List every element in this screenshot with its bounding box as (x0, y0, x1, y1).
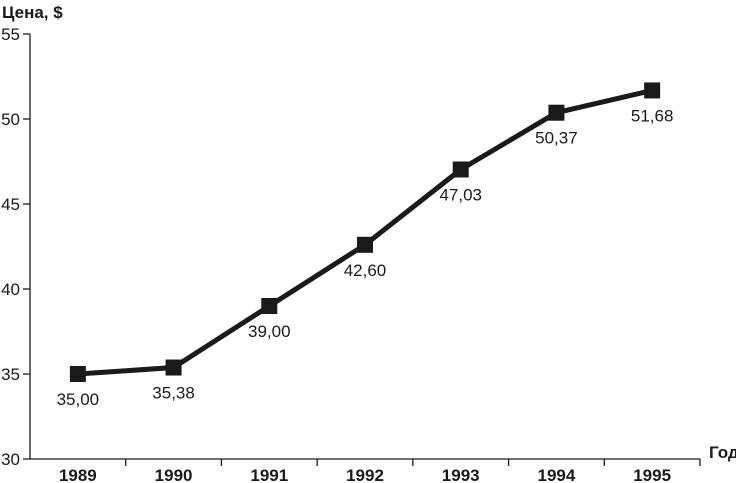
data-point-marker (644, 82, 661, 99)
y-tick-label: 45 (1, 195, 20, 214)
y-axis-title: Цена, $ (2, 3, 63, 22)
x-tick-label: 1991 (250, 466, 288, 483)
data-label: 47,03 (439, 185, 482, 204)
x-ticks: 1989 1990 1991 1992 1993 1994 1995 (59, 459, 701, 483)
x-tick-label: 1995 (633, 466, 671, 483)
plot-area: 35,00 35,38 39,00 42,60 47,03 50,37 51,68 (57, 82, 674, 409)
data-point-marker (165, 359, 182, 376)
y-axis: 30 35 40 45 50 55 Цена, $ (1, 3, 63, 469)
y-tick-label: 55 (1, 25, 20, 44)
x-tick-label: 1992 (346, 466, 384, 483)
y-ticks: 30 35 40 45 50 55 (1, 25, 30, 469)
data-label: 51,68 (631, 106, 674, 125)
y-tick-label: 35 (1, 365, 20, 384)
data-label: 35,00 (57, 390, 100, 409)
y-tick-label: 40 (1, 280, 20, 299)
data-point-marker (69, 366, 86, 382)
data-label: 42,60 (344, 261, 387, 280)
data-point-marker (261, 298, 278, 314)
x-tick-label: 1994 (538, 466, 576, 483)
data-point-marker (452, 161, 469, 178)
x-tick-label: 1990 (155, 466, 193, 483)
x-tick-label: 1993 (442, 466, 480, 483)
data-point-marker (548, 104, 565, 121)
data-label: 39,00 (248, 322, 291, 341)
data-point-marker (357, 236, 373, 253)
x-axis-title: Год (709, 443, 736, 462)
data-label: 35,38 (152, 384, 195, 403)
x-tick-label: 1989 (59, 466, 97, 483)
y-tick-label: 30 (1, 450, 20, 469)
y-tick-label: 50 (1, 110, 20, 129)
x-axis: 1989 1990 1991 1992 1993 1994 1995 Год (30, 443, 736, 483)
data-label: 50,37 (535, 129, 578, 148)
